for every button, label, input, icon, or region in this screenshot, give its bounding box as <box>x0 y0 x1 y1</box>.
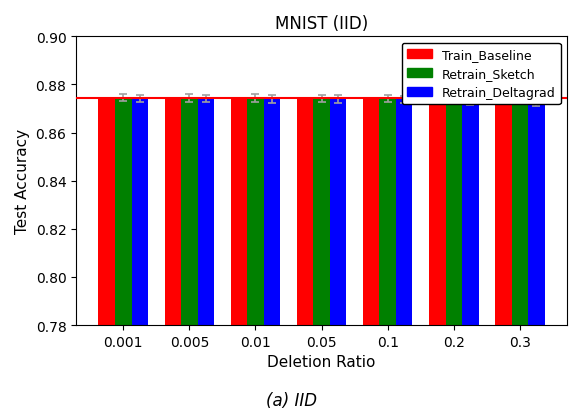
Bar <box>379 99 396 325</box>
Bar <box>247 99 264 325</box>
Text: (a) IID: (a) IID <box>265 391 317 409</box>
Title: MNIST (IID): MNIST (IID) <box>275 15 368 33</box>
Bar <box>396 100 413 325</box>
Bar <box>495 99 512 325</box>
Bar <box>446 101 462 325</box>
Bar <box>330 100 346 325</box>
Bar <box>512 101 528 325</box>
Bar <box>363 99 379 325</box>
Bar <box>115 99 132 325</box>
Bar <box>313 99 330 325</box>
Bar <box>297 99 313 325</box>
Y-axis label: Test Accuracy: Test Accuracy <box>15 129 30 234</box>
Bar <box>181 99 198 325</box>
Bar <box>528 103 545 325</box>
Legend: Train_Baseline, Retrain_Sketch, Retrain_Deltagrad: Train_Baseline, Retrain_Sketch, Retrain_… <box>402 43 560 105</box>
Bar <box>264 100 281 325</box>
Bar <box>230 99 247 325</box>
Bar <box>98 99 115 325</box>
Bar <box>198 99 214 325</box>
Bar <box>429 99 446 325</box>
X-axis label: Deletion Ratio: Deletion Ratio <box>267 355 376 369</box>
Bar <box>462 102 478 325</box>
Bar <box>132 99 148 325</box>
Bar <box>165 99 181 325</box>
